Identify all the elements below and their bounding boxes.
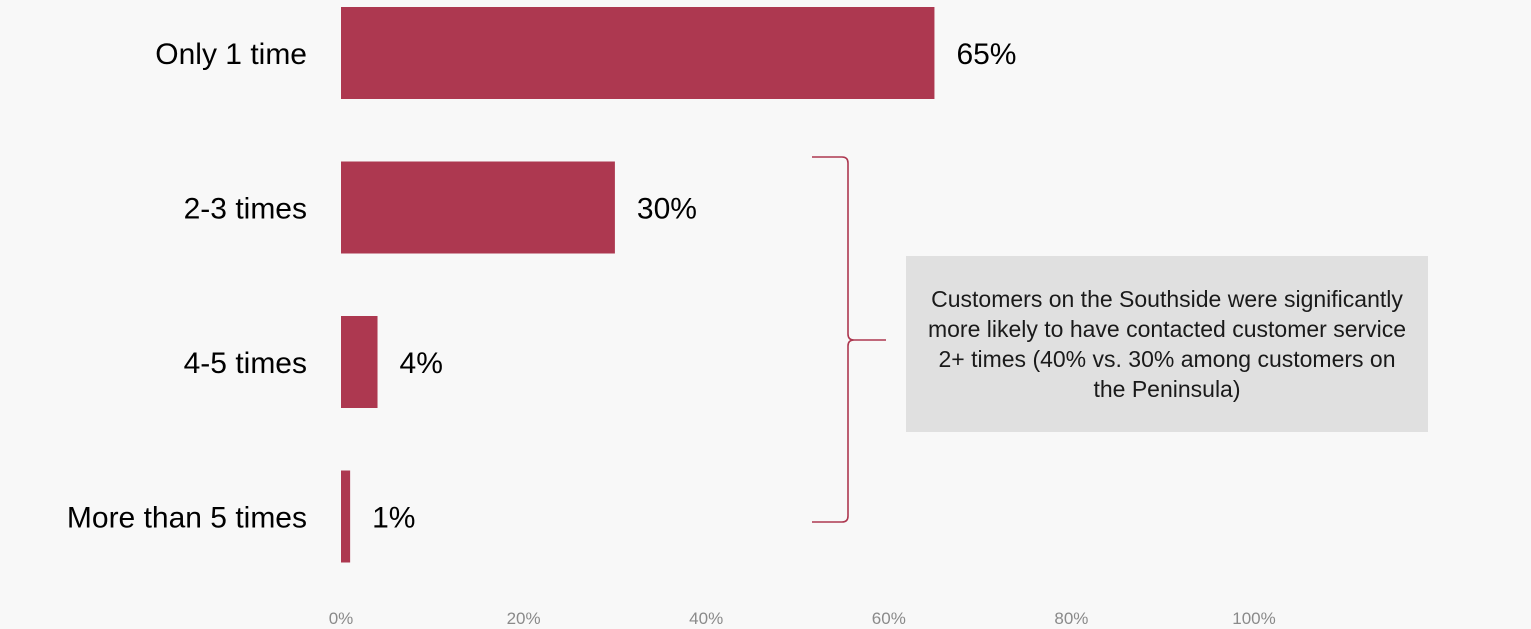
value-labels: 65% 30% 4% 1%	[372, 38, 1016, 535]
category-label-1: 2-3 times	[184, 193, 307, 226]
bars-layer	[341, 7, 935, 563]
value-label-3: 1%	[372, 502, 415, 535]
x-tick-label-2: 40%	[689, 609, 723, 628]
bar-1	[341, 161, 615, 254]
bar-2	[341, 316, 378, 408]
annotation-text: Customers on the Southside were signific…	[927, 286, 1407, 402]
x-tick-label-0: 0%	[329, 609, 354, 628]
x-tick-label-1: 20%	[507, 609, 541, 628]
annotation-brace	[812, 156, 886, 523]
value-label-0: 65%	[956, 38, 1016, 71]
value-label-2: 4%	[400, 347, 443, 380]
bar-3	[341, 470, 351, 563]
category-label-2: 4-5 times	[184, 347, 307, 380]
category-label-3: More than 5 times	[67, 502, 307, 535]
bar-0	[341, 7, 935, 99]
x-tick-label-5: 100%	[1232, 609, 1275, 628]
annotation-callout: Customers on the Southside were signific…	[906, 256, 1428, 432]
category-label-0: Only 1 time	[155, 38, 307, 71]
x-axis-ticks: 0% 20% 40% 60% 80% 100%	[329, 609, 1276, 628]
category-labels: Only 1 time 2-3 times 4-5 times More than 5…	[67, 38, 307, 535]
x-tick-label-4: 80%	[1054, 609, 1088, 628]
value-label-1: 30%	[637, 193, 697, 226]
x-tick-label-3: 60%	[872, 609, 906, 628]
